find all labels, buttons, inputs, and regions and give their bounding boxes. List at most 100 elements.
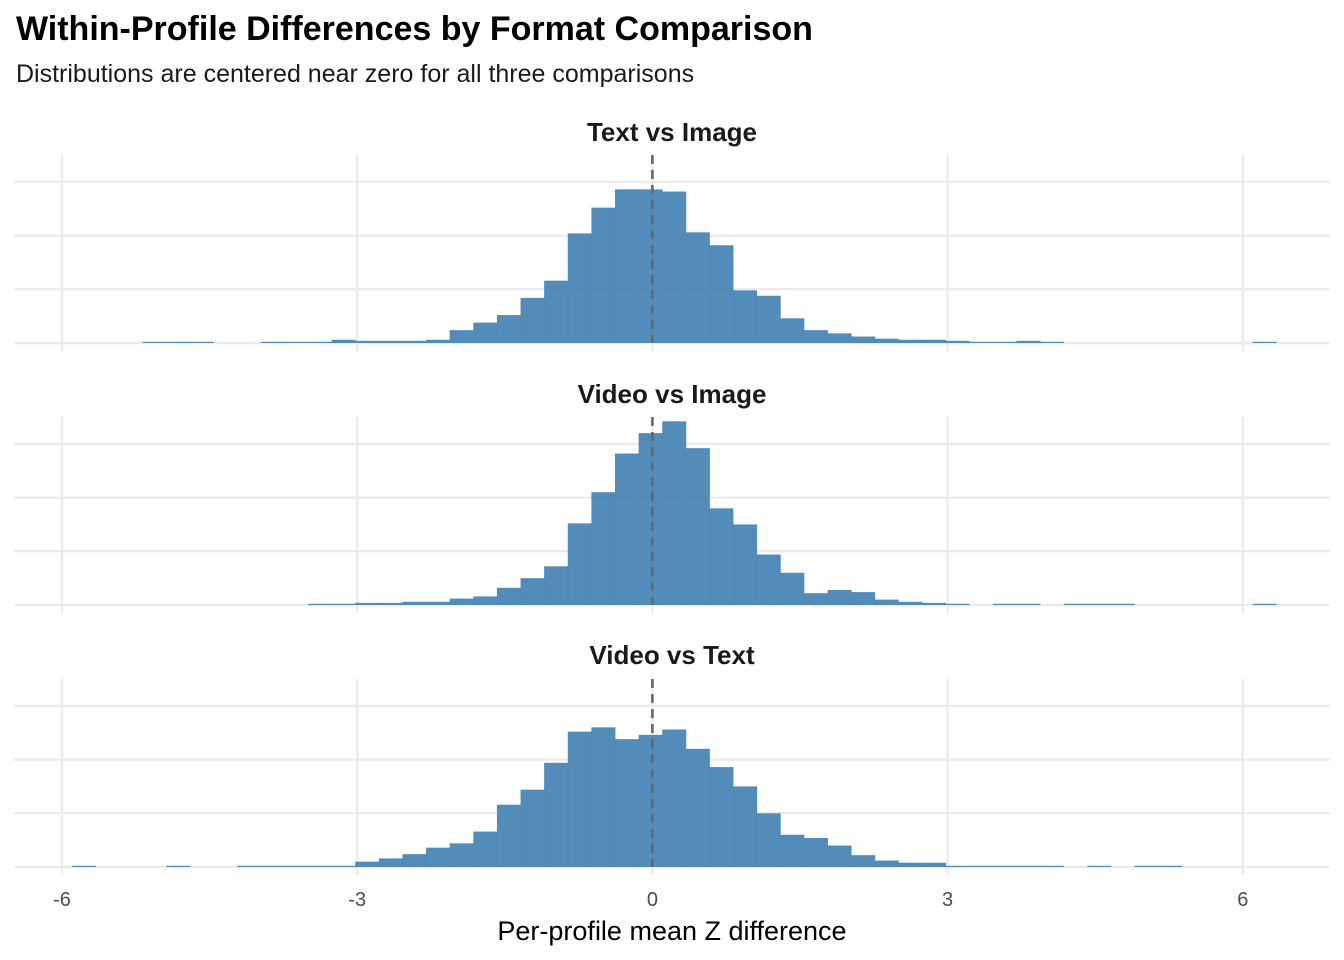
histogram-bar <box>969 865 994 867</box>
histogram-bar <box>756 813 781 867</box>
histogram-bar <box>1134 865 1159 867</box>
histogram-bar <box>756 554 781 605</box>
histogram-bar <box>1016 603 1041 605</box>
x-axis-label: Per-profile mean Z difference <box>497 916 846 946</box>
histogram-bar <box>1252 603 1277 605</box>
histogram-bar <box>615 739 640 867</box>
histogram-bar <box>922 862 947 867</box>
histogram-bar <box>1087 603 1112 605</box>
histogram-bar <box>733 786 758 867</box>
histogram-bar <box>898 339 923 343</box>
histogram-bar <box>1040 341 1065 343</box>
histogram-bar <box>615 453 640 605</box>
histogram-bar <box>496 804 521 867</box>
histogram-bar <box>402 340 427 343</box>
histogram-bar <box>992 865 1017 867</box>
histogram-bar <box>284 865 309 867</box>
histogram-bar <box>685 232 710 343</box>
histogram-bar <box>992 341 1017 343</box>
histogram-bar <box>426 601 451 605</box>
histogram-bar <box>355 861 380 867</box>
chart-title: Within-Profile Differences by Format Com… <box>16 10 813 48</box>
histogram-bar <box>378 340 403 343</box>
histogram-bar <box>260 865 285 867</box>
histogram-bar <box>166 341 191 343</box>
histogram-bar <box>355 340 380 343</box>
histogram-bar <box>308 341 333 343</box>
histogram-bar <box>638 433 663 605</box>
histogram-bar <box>402 601 427 605</box>
x-tick-label: 6 <box>1237 889 1248 911</box>
panel-1: Text vs Image <box>14 117 1330 351</box>
histogram-bar <box>520 297 545 343</box>
histogram-bar <box>567 523 592 605</box>
histogram-bar <box>591 492 616 605</box>
histogram-bar <box>331 603 356 605</box>
histogram-bar <box>874 860 899 867</box>
histogram-bar <box>426 847 451 867</box>
histogram-bar <box>898 862 923 867</box>
histogram-bar <box>308 603 333 605</box>
histogram-bar <box>402 854 427 867</box>
histogram-bar <box>685 748 710 867</box>
histogram-bar <box>260 341 285 343</box>
histogram-bar <box>827 333 852 343</box>
histogram-bar <box>284 341 309 343</box>
histogram-bar <box>827 589 852 605</box>
x-tick-label: 3 <box>942 889 953 911</box>
histogram-bar <box>520 789 545 867</box>
histogram-bar <box>591 207 616 343</box>
histogram-bar <box>874 599 899 605</box>
histogram-bar <box>189 341 214 343</box>
histogram-bar <box>473 322 498 343</box>
histogram-bar <box>969 341 994 343</box>
histogram-bar <box>544 280 569 343</box>
histogram-bar <box>662 421 687 605</box>
histogram-bar <box>922 602 947 605</box>
histogram-bar <box>308 865 333 867</box>
histogram-bar <box>709 245 734 343</box>
histogram-bar <box>378 858 403 867</box>
histogram-bar <box>378 602 403 605</box>
histogram-bar <box>874 338 899 343</box>
histogram-bar <box>945 603 970 605</box>
histogram-bar <box>733 524 758 605</box>
panel-3: Video vs Text <box>14 640 1330 875</box>
histogram-bar <box>851 336 876 343</box>
histogram-bar <box>166 865 191 867</box>
histogram-bar <box>756 295 781 343</box>
histogram-bar <box>709 767 734 867</box>
histogram-bar <box>1158 865 1183 867</box>
histogram-bar <box>449 598 474 605</box>
histogram-bar <box>544 762 569 867</box>
histogram-bar <box>1063 603 1088 605</box>
histogram-bar <box>898 601 923 605</box>
histogram-bar <box>780 834 805 867</box>
x-tick-label: -3 <box>348 889 366 911</box>
histogram-bar <box>685 448 710 605</box>
histogram-bar <box>638 734 663 867</box>
histogram-bar <box>945 340 970 343</box>
panel-title: Video vs Text <box>589 640 755 670</box>
histogram-bar <box>449 843 474 867</box>
histogram-bar <box>922 339 947 343</box>
histogram-bar <box>567 731 592 867</box>
panel-2: Video vs Image <box>14 379 1330 613</box>
histogram-bar <box>520 578 545 605</box>
histogram-bar <box>709 508 734 605</box>
histogram-bar <box>827 845 852 867</box>
histogram-bar <box>1016 865 1041 867</box>
histogram-bar <box>355 602 380 605</box>
x-tick-label: -6 <box>53 889 71 911</box>
histogram-bar <box>803 330 828 343</box>
histogram-bar <box>1040 865 1065 867</box>
histogram-bar <box>1252 341 1277 343</box>
x-tick-label: 0 <box>647 889 658 911</box>
histogram-bar <box>1110 603 1135 605</box>
histogram-bar <box>662 191 687 343</box>
histogram-bar <box>71 865 96 867</box>
histogram-bar <box>331 339 356 343</box>
histogram-bar <box>1016 340 1041 343</box>
histogram-bar <box>780 572 805 605</box>
